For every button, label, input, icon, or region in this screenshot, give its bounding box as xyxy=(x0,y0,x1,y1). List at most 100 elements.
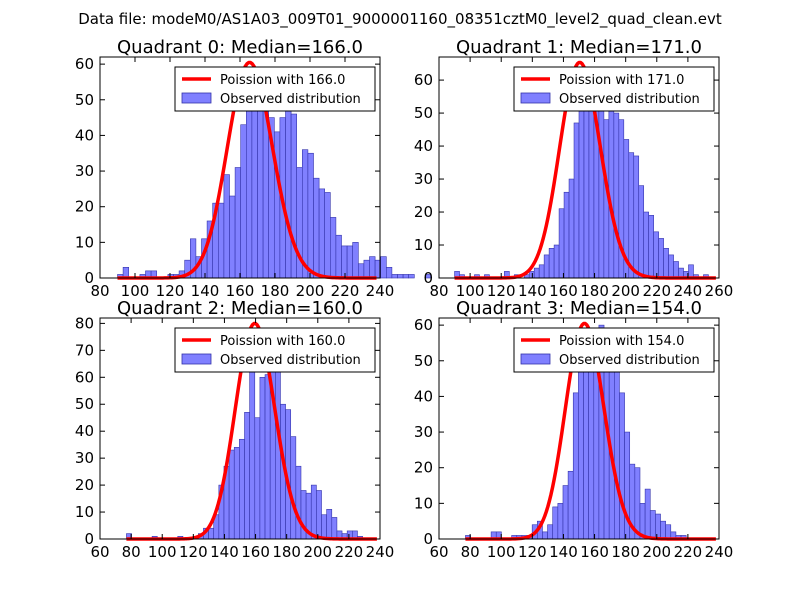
x-tick-label: 200 xyxy=(642,543,671,561)
y-tick-label: 30 xyxy=(414,170,433,188)
x-tick-label: 100 xyxy=(148,543,177,561)
histogram-bar xyxy=(307,152,314,279)
y-tick-label: 40 xyxy=(414,137,433,155)
x-tick-label: 240 xyxy=(705,543,734,561)
histogram-bar xyxy=(239,438,245,540)
x-tick-label: 80 xyxy=(461,543,480,561)
legend-curve-label: Poission with 171.0 xyxy=(559,73,684,88)
x-tick-label: 180 xyxy=(261,282,290,300)
histogram-bar xyxy=(548,248,555,279)
x-tick-label: 140 xyxy=(549,543,578,561)
x-tick-label: 120 xyxy=(487,282,516,300)
x-tick-label: 200 xyxy=(611,282,640,300)
histogram-bar xyxy=(655,513,661,540)
histogram-bar xyxy=(628,152,635,279)
y-tick-label: 20 xyxy=(75,476,94,494)
histogram-bar xyxy=(228,449,235,540)
histogram-bar xyxy=(660,520,666,540)
histogram-bar xyxy=(385,267,393,279)
histogram-bar xyxy=(542,531,548,540)
x-tick-label: 120 xyxy=(156,282,185,300)
histogram-bar xyxy=(562,485,569,540)
histogram-bar xyxy=(326,509,333,540)
y-tick-label: 0 xyxy=(423,269,433,287)
histogram-bar xyxy=(318,188,326,279)
y-tick-label: 0 xyxy=(423,530,433,548)
histogram-bar xyxy=(357,263,365,279)
histogram-bar xyxy=(613,112,620,279)
histogram-bar xyxy=(653,231,659,279)
histogram-bar xyxy=(352,242,359,279)
histogram-bar xyxy=(425,274,432,279)
histogram-bar xyxy=(380,256,387,279)
x-tick-label: 180 xyxy=(272,543,301,561)
histogram-bar xyxy=(578,349,584,540)
histogram-bar xyxy=(301,149,309,279)
y-tick-label: 20 xyxy=(414,459,433,477)
y-tick-label: 0 xyxy=(84,530,94,548)
x-tick-label: 220 xyxy=(331,282,360,300)
x-tick-label: 60 xyxy=(90,543,109,561)
figure-suptitle: Data file: modeM0/AS1A03_009T01_90000011… xyxy=(78,10,722,29)
legend-curve-label: Poission with 160.0 xyxy=(220,334,345,349)
legend-curve-label: Poission with 166.0 xyxy=(220,73,345,88)
histogram-bar xyxy=(644,488,651,540)
x-tick-label: 140 xyxy=(210,543,239,561)
histogram-bar xyxy=(563,191,570,279)
y-tick-label: 40 xyxy=(75,126,94,144)
y-tick-label: 20 xyxy=(75,198,94,216)
y-tick-label: 30 xyxy=(75,449,94,467)
histogram-bar xyxy=(229,195,236,279)
histogram-bar xyxy=(688,264,694,279)
legend-hist-label: Observed distribution xyxy=(220,353,361,368)
y-tick-label: 50 xyxy=(414,352,433,370)
histogram-bar xyxy=(665,524,672,540)
x-tick-label: 240 xyxy=(674,282,703,300)
legend-box xyxy=(174,66,376,112)
histogram-bar xyxy=(335,234,342,279)
quadrant-0-panel: Quadrant 0: Median=166.0 80 100 120 140 160 1… xyxy=(75,37,432,300)
axes-frame xyxy=(99,317,381,540)
quadrant-2-panel: Quadrant 2: Median=160.0 60 80 100 120 140 16… xyxy=(75,298,394,561)
x-tick-label: 120 xyxy=(518,543,547,561)
y-tick-label: 20 xyxy=(414,203,433,221)
x-tick-label: 100 xyxy=(487,543,516,561)
y-tick-label: 60 xyxy=(75,55,94,73)
x-tick-label: 260 xyxy=(705,282,734,300)
y-tick-label: 80 xyxy=(75,314,94,332)
y-tick-label: 0 xyxy=(84,269,94,287)
y-tick-label: 10 xyxy=(414,236,433,254)
quadrant-2-title: Quadrant 2: Median=160.0 xyxy=(117,298,363,319)
x-tick-label: 200 xyxy=(303,543,332,561)
histogram-bar xyxy=(538,264,545,279)
histogram-bar xyxy=(567,470,574,540)
histogram-bar xyxy=(578,106,585,279)
histogram-bar xyxy=(397,274,404,279)
x-tick-label: 80 xyxy=(429,282,448,300)
y-tick-label: 40 xyxy=(75,422,94,440)
y-tick-label: 60 xyxy=(414,316,433,334)
histogram-bar xyxy=(208,527,215,540)
histogram-bar xyxy=(244,412,250,540)
legend-hist-swatch xyxy=(181,353,212,365)
x-tick-label: 140 xyxy=(191,282,220,300)
histogram-bar xyxy=(648,215,654,279)
quadrant-1-panel: Quadrant 1: Median=171.0 80 100 120 140 160 1… xyxy=(414,37,733,300)
x-tick-label: 140 xyxy=(518,282,547,300)
x-tick-label: 200 xyxy=(296,282,325,300)
histogram-bar xyxy=(233,447,240,540)
histogram-bar xyxy=(264,374,271,540)
x-tick-label: 60 xyxy=(429,543,448,561)
x-tick-label: 160 xyxy=(549,282,578,300)
y-tick-label: 50 xyxy=(414,104,433,122)
x-tick-label: 220 xyxy=(674,543,703,561)
histogram-bar xyxy=(643,211,649,279)
histogram-bar xyxy=(254,417,261,540)
y-tick-label: 10 xyxy=(75,503,94,521)
histogram-bar xyxy=(218,202,225,279)
x-tick-label: 220 xyxy=(335,543,364,561)
x-tick-label: 80 xyxy=(122,543,141,561)
y-tick-label: 50 xyxy=(75,395,94,413)
histogram-bar xyxy=(290,113,298,279)
histogram-bar xyxy=(402,274,410,279)
